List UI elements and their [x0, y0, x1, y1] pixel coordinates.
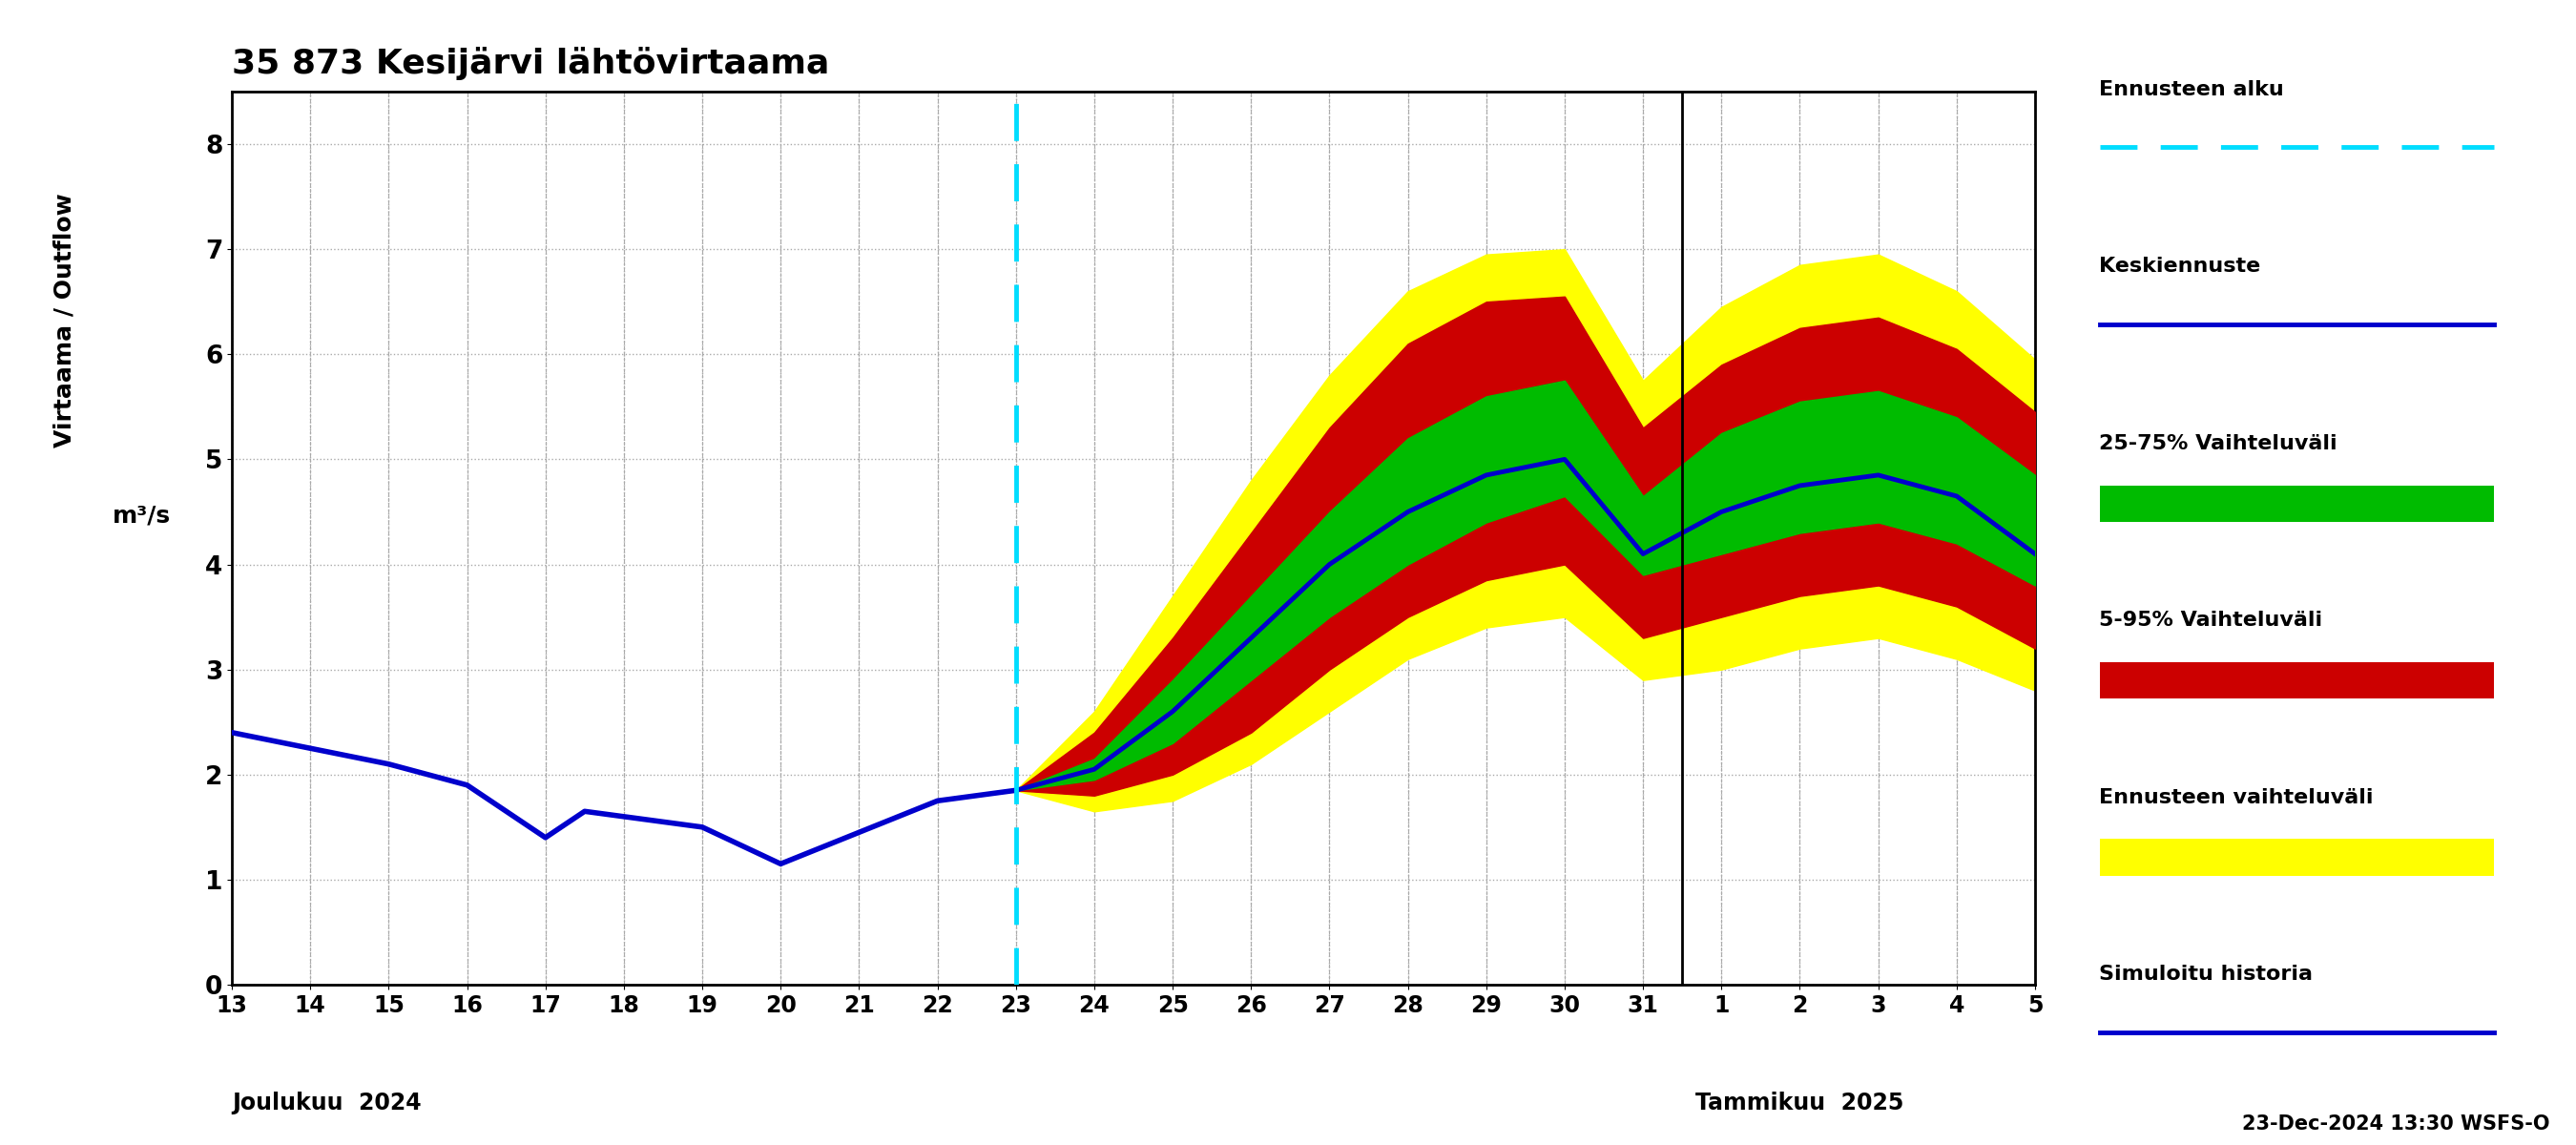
Text: Keskiennuste: Keskiennuste	[2099, 258, 2262, 276]
Text: 35 873 Kesijärvi lähtövirtaama: 35 873 Kesijärvi lähtövirtaama	[232, 46, 829, 80]
Text: Ennusteen vaihteluväli: Ennusteen vaihteluväli	[2099, 788, 2372, 807]
Text: Virtaama / Outflow: Virtaama / Outflow	[54, 194, 75, 448]
Text: Tammikuu  2025: Tammikuu 2025	[1695, 1092, 1904, 1115]
Text: Simuloitu historia: Simuloitu historia	[2099, 965, 2313, 984]
Text: 5-95% Vaihteluväli: 5-95% Vaihteluväli	[2099, 611, 2324, 630]
Text: Ennusteen alku: Ennusteen alku	[2099, 80, 2285, 100]
Text: 23-Dec-2024 13:30 WSFS-O: 23-Dec-2024 13:30 WSFS-O	[2244, 1114, 2550, 1134]
Text: 25-75% Vaihteluväli: 25-75% Vaihteluväli	[2099, 434, 2336, 453]
Text: m³/s: m³/s	[113, 504, 170, 527]
Text: Joulukuu  2024: Joulukuu 2024	[232, 1092, 422, 1115]
